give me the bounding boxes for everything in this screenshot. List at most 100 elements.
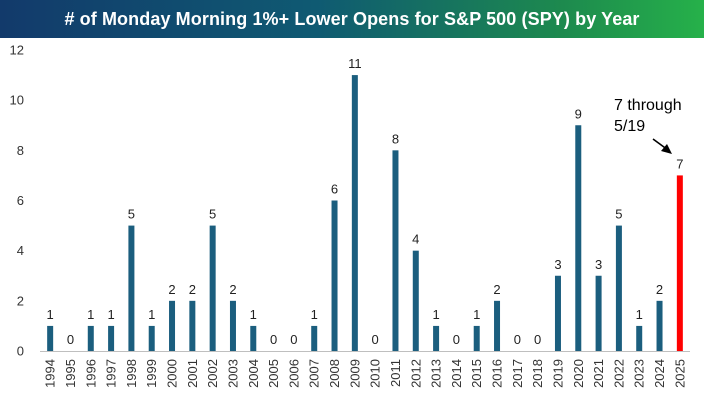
y-tick-label: 12 — [10, 43, 24, 58]
bar-2024 — [656, 300, 663, 351]
y-tick-label: 4 — [17, 243, 24, 258]
bar-1994 — [47, 325, 54, 351]
bar-2019 — [554, 275, 561, 351]
annotation-line-2: 5/19 — [614, 118, 645, 135]
chart-title: # of Monday Morning 1%+ Lower Opens for … — [64, 8, 640, 29]
data-label-2006: 0 — [290, 332, 297, 347]
x-tick-label-2020: 2020 — [571, 359, 586, 388]
x-tick-label-2000: 2000 — [165, 359, 180, 388]
bar-2025 — [676, 175, 683, 351]
data-label-2004: 1 — [250, 307, 257, 322]
x-tick-label-2016: 2016 — [490, 359, 505, 388]
data-label-1994: 1 — [47, 307, 54, 322]
x-tick-label-1995: 1995 — [63, 359, 78, 388]
data-label-2010: 0 — [372, 332, 379, 347]
data-label-1996: 1 — [87, 307, 94, 322]
data-label-2024: 2 — [656, 282, 663, 297]
annotation-arrowhead — [661, 144, 672, 154]
bar-2003 — [229, 300, 236, 351]
x-tick-label-1999: 1999 — [144, 359, 159, 388]
data-label-2025: 7 — [676, 156, 683, 171]
bar-2021 — [595, 275, 602, 351]
y-tick-label: 6 — [17, 193, 24, 208]
x-tick-label-2024: 2024 — [652, 359, 667, 388]
bar-2013 — [433, 325, 440, 351]
bar-2000 — [169, 300, 176, 351]
x-tick-label-2023: 2023 — [632, 359, 647, 388]
data-label-2002: 5 — [209, 207, 216, 222]
data-label-2020: 9 — [575, 106, 582, 121]
bar-2015 — [473, 325, 480, 351]
x-tick-label-2009: 2009 — [347, 359, 362, 388]
bar-2008 — [331, 200, 338, 351]
x-tick-label-2018: 2018 — [530, 359, 545, 388]
data-label-2016: 2 — [493, 282, 500, 297]
data-label-1997: 1 — [107, 307, 114, 322]
data-label-1999: 1 — [148, 307, 155, 322]
x-tick-label-2013: 2013 — [429, 359, 444, 388]
bar-2020 — [575, 125, 582, 351]
data-label-2009: 11 — [348, 56, 362, 71]
x-tick-label-2002: 2002 — [205, 359, 220, 388]
data-label-2022: 5 — [615, 207, 622, 222]
x-tick-label-1997: 1997 — [104, 359, 119, 388]
x-tick-label-1996: 1996 — [83, 359, 98, 388]
data-label-2007: 1 — [311, 307, 318, 322]
x-tick-label-2004: 2004 — [246, 359, 261, 388]
x-tick-label-2006: 2006 — [286, 359, 301, 388]
bar-1998 — [128, 225, 135, 351]
x-tick-label-2022: 2022 — [611, 359, 626, 388]
y-tick-label: 0 — [17, 344, 24, 359]
x-tick-label-2012: 2012 — [408, 359, 423, 388]
x-tick-label-2008: 2008 — [327, 359, 342, 388]
bar-2016 — [494, 300, 501, 351]
data-label-2008: 6 — [331, 182, 338, 197]
x-tick-label-2007: 2007 — [307, 359, 322, 388]
bar-2023 — [636, 325, 643, 351]
y-axis: 0 2 4 6 8 10 12 — [10, 43, 24, 359]
bar-2004 — [250, 325, 257, 351]
y-tick-label: 8 — [17, 143, 24, 158]
data-label-1998: 5 — [128, 207, 135, 222]
bar-2022 — [615, 225, 622, 351]
data-label-2005: 0 — [270, 332, 277, 347]
y-tick-label: 10 — [10, 93, 24, 108]
x-tick-label-2021: 2021 — [591, 359, 606, 388]
x-tick-label-2017: 2017 — [510, 359, 525, 388]
data-label-1995: 0 — [67, 332, 74, 347]
x-tick-label-2001: 2001 — [185, 359, 200, 388]
x-tick-label-2005: 2005 — [266, 359, 281, 388]
annotation: 7 through 5/19 — [614, 97, 682, 154]
data-label-2011: 8 — [392, 131, 399, 146]
x-tick-label-2010: 2010 — [368, 359, 383, 388]
data-label-2015: 1 — [473, 307, 480, 322]
x-axis: 1994 1995 1996 1997 1998 1999 2000 2001 2002 2003… — [43, 359, 688, 388]
x-tick-label-2011: 2011 — [388, 359, 403, 387]
x-tick-label-1998: 1998 — [124, 359, 139, 388]
x-tick-label-2003: 2003 — [225, 359, 240, 388]
bar-2012 — [412, 250, 419, 351]
annotation-line-1: 7 through — [614, 97, 682, 114]
bar-2002 — [209, 225, 216, 351]
bar-2011 — [392, 150, 399, 351]
data-label-2019: 3 — [554, 257, 561, 272]
data-label-2021: 3 — [595, 257, 602, 272]
data-label-2014: 0 — [453, 332, 460, 347]
data-label-2013: 1 — [432, 307, 439, 322]
data-label-2017: 0 — [514, 332, 521, 347]
y-tick-label: 2 — [17, 293, 24, 308]
data-label-2001: 2 — [189, 282, 196, 297]
data-label-2018: 0 — [534, 332, 541, 347]
bar-2007 — [311, 325, 318, 351]
data-label-2012: 4 — [412, 232, 419, 247]
x-tick-label-2025: 2025 — [672, 359, 687, 388]
data-label-2000: 2 — [168, 282, 175, 297]
bar-2001 — [189, 300, 196, 351]
data-label-2003: 2 — [229, 282, 236, 297]
x-tick-label-1994: 1994 — [43, 359, 58, 388]
x-tick-label-2015: 2015 — [469, 359, 484, 388]
x-tick-label-2014: 2014 — [449, 359, 464, 388]
bar-2009 — [351, 75, 358, 351]
